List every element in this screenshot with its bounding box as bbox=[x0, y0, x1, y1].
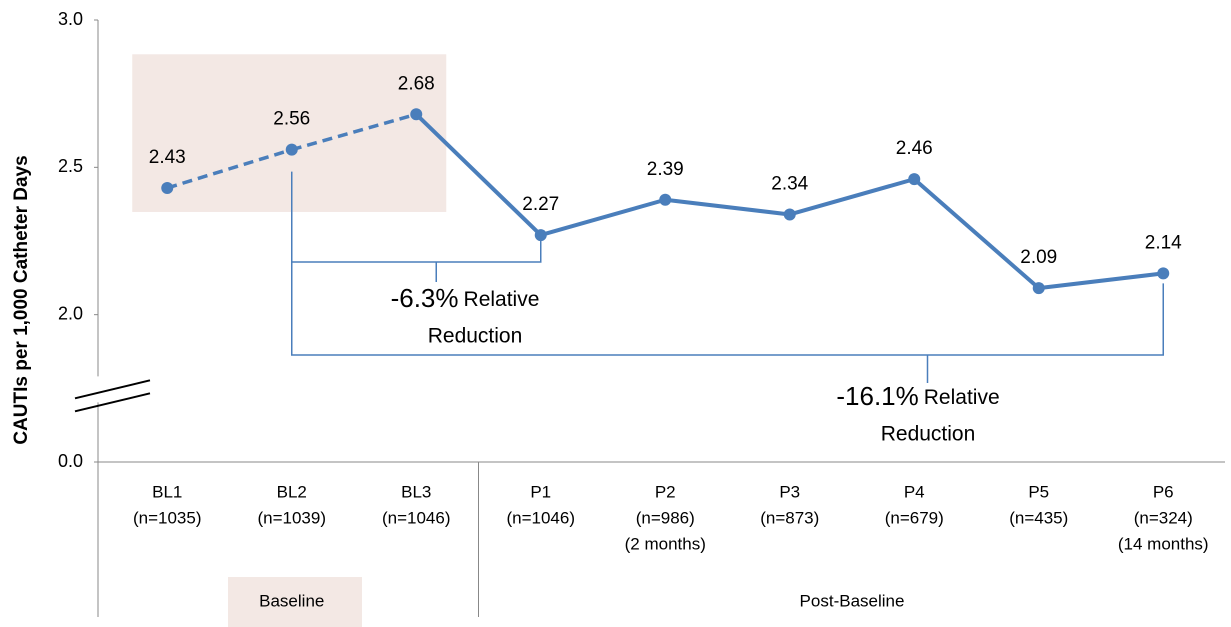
x-tick-label: (n=1035) bbox=[133, 508, 202, 527]
group-label: Post-Baseline bbox=[800, 591, 905, 610]
line-segment bbox=[540, 197, 666, 238]
x-tick-label: (n=1046) bbox=[506, 508, 575, 527]
x-tick-label: (n=873) bbox=[760, 508, 819, 527]
x-tick-label: P5 bbox=[1028, 482, 1049, 501]
baseline-label-shade bbox=[228, 577, 362, 627]
x-tick-label: BL1 bbox=[152, 482, 182, 501]
axis-break bbox=[74, 379, 151, 400]
line-segment bbox=[166, 147, 293, 190]
bracket bbox=[291, 262, 1164, 383]
data-label: 2.46 bbox=[896, 138, 933, 159]
data-point bbox=[659, 193, 672, 206]
annotation-text: Relative bbox=[464, 288, 540, 311]
bracket bbox=[291, 171, 542, 282]
x-tick-label: (n=679) bbox=[885, 508, 944, 527]
data-point bbox=[1157, 267, 1170, 280]
data-point bbox=[534, 229, 547, 242]
data-label: 2.68 bbox=[398, 73, 435, 94]
annotation-value: -6.3% bbox=[391, 283, 459, 313]
line-segment bbox=[789, 177, 915, 217]
annotation-text: Reduction bbox=[428, 325, 523, 348]
data-label: 2.09 bbox=[1020, 247, 1057, 268]
x-tick-label: P4 bbox=[904, 482, 925, 501]
annotation-value: -16.1% bbox=[836, 381, 918, 411]
x-tick-label: BL3 bbox=[401, 482, 431, 501]
line-segment bbox=[414, 112, 543, 237]
annotation-text: Relative bbox=[924, 386, 1000, 409]
data-label: 2.34 bbox=[771, 173, 808, 194]
data-point bbox=[285, 143, 298, 156]
data-label: 2.14 bbox=[1145, 232, 1182, 253]
y-tick-label: 2.0 bbox=[58, 303, 83, 323]
axis-break bbox=[74, 392, 151, 413]
x-tick-label: (n=1046) bbox=[382, 508, 451, 527]
x-tick-label: (n=324) bbox=[1134, 508, 1193, 527]
data-point bbox=[410, 108, 423, 121]
data-point bbox=[161, 181, 174, 194]
annotation: -16.1% Relative bbox=[836, 381, 999, 411]
x-tick-label: (14 months) bbox=[1118, 534, 1209, 553]
x-tick-label: (n=435) bbox=[1009, 508, 1068, 527]
x-tick-label: BL2 bbox=[277, 482, 307, 501]
line-segment bbox=[912, 177, 1041, 290]
data-label: 2.27 bbox=[522, 194, 559, 215]
data-label: 2.56 bbox=[273, 109, 310, 130]
y-tick-label: 3.0 bbox=[58, 9, 83, 29]
data-label: 2.43 bbox=[149, 147, 186, 168]
group-label: Baseline bbox=[259, 591, 324, 610]
data-label: 2.39 bbox=[647, 159, 684, 180]
line-segment bbox=[291, 112, 417, 152]
annotation-text: Reduction bbox=[881, 423, 976, 446]
line-segment bbox=[1038, 271, 1164, 291]
x-tick-label: P2 bbox=[655, 482, 676, 501]
group-shade bbox=[132, 54, 447, 212]
x-tick-label: P3 bbox=[779, 482, 800, 501]
y-tick-label: 2.5 bbox=[58, 156, 83, 176]
x-tick-label: (n=1039) bbox=[257, 508, 326, 527]
annotation: -6.3% Relative bbox=[391, 283, 540, 313]
x-tick-label: P6 bbox=[1153, 482, 1174, 501]
x-tick-label: (2 months) bbox=[625, 534, 706, 553]
data-point bbox=[783, 208, 796, 221]
y-axis-label: CAUTIs per 1,000 Catheter Days bbox=[11, 155, 32, 444]
data-point bbox=[908, 173, 921, 186]
x-tick-label: (n=986) bbox=[636, 508, 695, 527]
x-tick-label: P1 bbox=[530, 482, 551, 501]
line-segment bbox=[665, 197, 790, 217]
data-point bbox=[1032, 282, 1045, 295]
y-tick-label: 0.0 bbox=[58, 451, 83, 471]
